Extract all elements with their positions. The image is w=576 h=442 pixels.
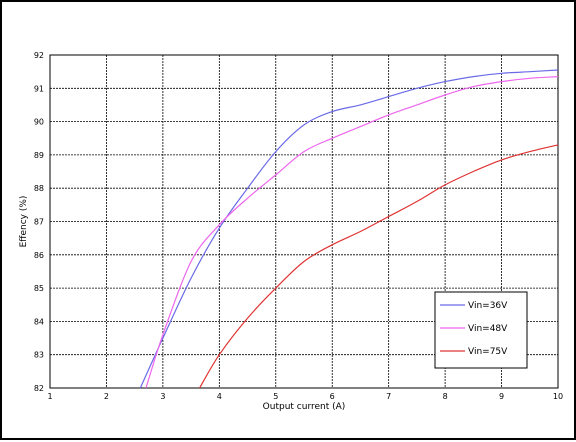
y-tick-label: 86 — [34, 251, 44, 260]
y-tick-label: 83 — [34, 351, 44, 360]
x-tick-label: 2 — [104, 392, 109, 401]
x-tick-labels: 1 2 3 4 5 6 7 8 9 10 — [47, 392, 563, 401]
x-tick-label: 8 — [443, 392, 448, 401]
legend-label: Vin=75V — [468, 347, 508, 357]
series-line-3 — [199, 144, 559, 389]
x-tick-label: 1 — [47, 392, 52, 401]
x-axis-label: Output current (A) — [263, 402, 346, 412]
series-group — [139, 69, 559, 389]
legend-label: Vin=36V — [468, 301, 508, 311]
x-tick-label: 4 — [217, 392, 222, 401]
x-tick-label: 6 — [330, 392, 335, 401]
y-tick-label: 89 — [34, 151, 44, 160]
x-tick-label: 5 — [273, 392, 278, 401]
y-tick-label: 91 — [34, 84, 44, 93]
x-tick-label: 10 — [553, 392, 563, 401]
y-tick-label: 84 — [34, 317, 44, 326]
y-tick-labels: 82 83 84 85 86 87 88 89 90 91 92 — [34, 51, 44, 393]
y-tick-label: 90 — [34, 118, 44, 127]
legend: Vin=36V Vin=48V Vin=75V — [434, 291, 528, 369]
x-tick-label: 3 — [160, 392, 165, 401]
x-tick-label: 9 — [499, 392, 504, 401]
y-tick-label: 87 — [34, 218, 44, 227]
y-tick-label: 92 — [34, 51, 44, 60]
y-tick-label: 88 — [34, 184, 44, 193]
plot-area — [49, 54, 559, 389]
y-tick-label: 85 — [34, 284, 44, 293]
legend-label: Vin=48V — [468, 324, 508, 334]
series-line-2 — [145, 76, 559, 389]
y-axis-label: Effency (%) — [19, 196, 29, 248]
y-tick-label: 82 — [34, 384, 44, 393]
series-line-1 — [139, 69, 559, 389]
x-tick-label: 7 — [386, 392, 391, 401]
